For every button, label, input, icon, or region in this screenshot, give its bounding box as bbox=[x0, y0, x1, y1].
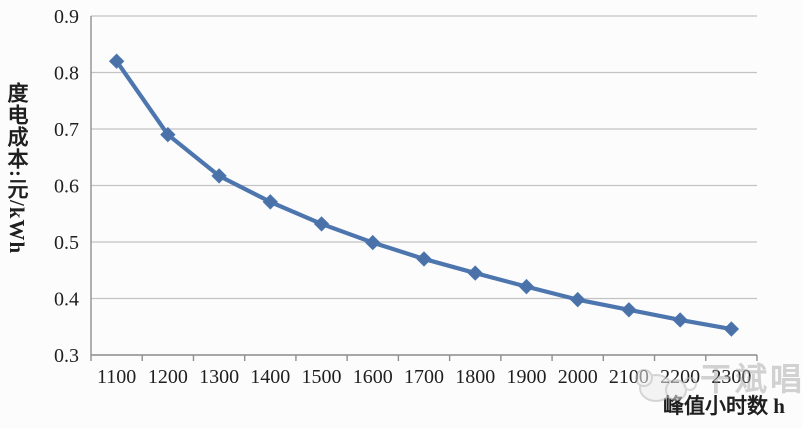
data-line bbox=[114, 59, 734, 332]
data-point-marker bbox=[365, 234, 381, 251]
x-axis-title: 峰值小时数 h bbox=[663, 394, 785, 418]
x-tick-label: 1500 bbox=[302, 366, 342, 388]
data-point-marker bbox=[108, 53, 125, 69]
y-tick-label: 0.9 bbox=[54, 6, 79, 28]
data-point-marker bbox=[211, 168, 227, 184]
x-tick-label: 1400 bbox=[250, 366, 290, 388]
data-point-marker bbox=[518, 278, 535, 295]
x-tick-label: 1300 bbox=[199, 366, 239, 388]
x-tick-label: 2200 bbox=[660, 366, 700, 388]
y-tick-label: 0.5 bbox=[54, 232, 79, 254]
x-tick-label: 1600 bbox=[353, 366, 393, 388]
data-point-marker bbox=[313, 216, 330, 232]
x-tick-label: 1200 bbox=[148, 366, 188, 388]
x-tick-label: 1100 bbox=[97, 366, 136, 388]
y-tick-label: 0.8 bbox=[54, 63, 79, 85]
data-point-marker bbox=[621, 302, 637, 318]
x-tick-label: 1900 bbox=[506, 366, 546, 388]
x-tick-label: 2100 bbox=[609, 366, 649, 388]
data-point-marker bbox=[262, 194, 279, 210]
data-point-marker bbox=[723, 321, 740, 337]
x-tick-label: 1700 bbox=[404, 366, 444, 388]
y-tick-label: 0.4 bbox=[54, 289, 79, 311]
y-tick-label: 0.3 bbox=[54, 345, 79, 367]
data-point-marker bbox=[467, 265, 483, 281]
y-tick-label: 0.7 bbox=[54, 119, 79, 141]
x-tick-label: 1800 bbox=[455, 366, 495, 388]
x-tick-label: 2000 bbox=[558, 366, 598, 388]
y-axis-title: 度电成本:元/kWh bbox=[5, 82, 29, 255]
data-point-marker bbox=[160, 126, 176, 143]
y-tick-label: 0.6 bbox=[54, 176, 79, 198]
x-tick-label: 2300 bbox=[711, 366, 751, 388]
data-point-marker bbox=[672, 312, 688, 328]
data-point-marker bbox=[416, 251, 432, 267]
data-point-marker bbox=[569, 291, 586, 308]
